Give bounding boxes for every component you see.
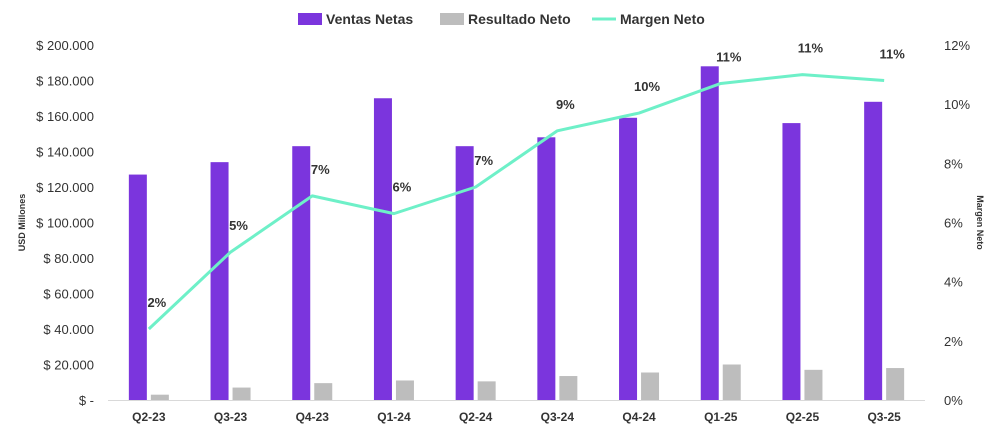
bar-resultado-neto: [559, 376, 578, 400]
legend-label: Resultado Neto: [468, 11, 571, 27]
x-tick-label: Q2-25: [786, 410, 820, 424]
y-left-tick-label: $ 180.000: [36, 74, 94, 89]
y-right-tick-label: 2%: [944, 334, 963, 349]
bar-resultado-neto: [477, 381, 496, 400]
margin-line: 2% 5% 7% 6% 7% 9% 10% 11% 11% 11%: [147, 41, 905, 331]
legend-label: Ventas Netas: [326, 11, 413, 27]
bar-ventas-netas: [619, 117, 638, 401]
bar-resultado-neto: [641, 372, 660, 400]
bar-resultado-neto: [314, 383, 333, 400]
margin-data-label: 9%: [556, 97, 575, 112]
y-left-axis-title: USD Millones: [17, 194, 27, 252]
margin-line-path: [147, 73, 885, 331]
y-right-tick-label: 6%: [944, 216, 963, 231]
bar-ventas-netas: [782, 123, 801, 400]
y-left-tick-label: $ 140.000: [36, 145, 94, 160]
y-left-tick-label: $ -: [79, 393, 94, 408]
legend-swatch: [298, 13, 322, 25]
legend-swatch: [440, 13, 464, 25]
y-left-tick-label: $ 80.000: [43, 251, 94, 266]
right-axis: 0% 2% 4% 6% 8% 10% 12% Margen Neto: [944, 38, 985, 408]
left-axis: $ - $ 20.000 $ 40.000 $ 60.000 $ 80.000 $ 100…: [17, 38, 94, 408]
bar-ventas-netas: [455, 146, 474, 400]
y-left-tick-label: $ 160.000: [36, 109, 94, 124]
margin-data-label: 11%: [798, 41, 824, 56]
margin-data-label: 5%: [229, 218, 248, 233]
bar-ventas-netas: [700, 66, 719, 401]
x-tick-label: Q3-24: [541, 410, 575, 424]
bar-ventas-netas: [292, 146, 311, 400]
x-tick-label: Q4-23: [296, 410, 330, 424]
bar-ventas-netas: [210, 162, 229, 400]
bar-ventas-netas: [373, 98, 392, 400]
bar-resultado-neto: [150, 394, 169, 400]
y-left-tick-label: $ 60.000: [43, 287, 94, 302]
y-left-tick-label: $ 120.000: [36, 180, 94, 195]
bar-resultado-neto: [722, 364, 741, 400]
x-tick-label: Q2-23: [132, 410, 166, 424]
y-left-tick-label: $ 200.000: [36, 38, 94, 53]
y-right-tick-label: 12%: [944, 38, 970, 53]
y-right-tick-label: 8%: [944, 156, 963, 171]
margin-data-label: 10%: [634, 79, 660, 94]
x-axis: Q2-23 Q3-23 Q4-23 Q1-24 Q2-24 Q3-24 Q4-24 Q1-25…: [108, 400, 925, 424]
y-right-tick-label: 4%: [944, 275, 963, 290]
bars: [128, 66, 905, 401]
x-tick-label: Q2-24: [459, 410, 493, 424]
x-tick-label: Q3-25: [867, 410, 901, 424]
y-right-tick-label: 0%: [944, 393, 963, 408]
bar-ventas-netas: [864, 101, 883, 401]
bar-resultado-neto: [232, 387, 251, 400]
x-tick-label: Q1-24: [377, 410, 411, 424]
margin-data-label: 7%: [474, 153, 493, 168]
bar-ventas-netas: [537, 137, 556, 401]
bar-resultado-neto: [395, 380, 414, 400]
x-tick-label: Q3-23: [214, 410, 248, 424]
y-left-tick-label: $ 100.000: [36, 216, 94, 231]
y-left-tick-label: $ 20.000: [43, 358, 94, 373]
margin-data-label: 7%: [311, 162, 330, 177]
margin-data-label: 6%: [393, 180, 412, 195]
y-left-tick-label: $ 40.000: [43, 322, 94, 337]
y-right-axis-title: Margen Neto: [975, 195, 985, 250]
bar-ventas-netas: [128, 174, 147, 400]
x-tick-label: Q4-24: [622, 410, 656, 424]
bar-resultado-neto: [804, 369, 823, 400]
legend-label: Margen Neto: [620, 11, 705, 27]
margin-data-label: 11%: [879, 47, 905, 62]
x-tick-label: Q1-25: [704, 410, 738, 424]
margin-data-label: 2%: [147, 295, 166, 310]
bar-resultado-neto: [886, 368, 905, 400]
margin-data-label: 11%: [716, 49, 742, 64]
y-right-tick-label: 10%: [944, 97, 970, 112]
legend: Ventas Netas Resultado Neto Margen Neto: [298, 11, 705, 27]
